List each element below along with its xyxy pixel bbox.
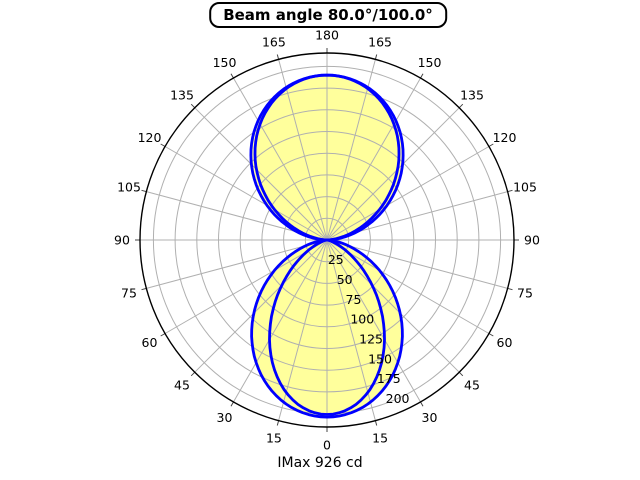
grid-ray-315: [194, 239, 328, 373]
angle-label-45-right: 45: [464, 377, 480, 392]
angle-tick-165: [374, 54, 378, 60]
angle-tick-210: [230, 73, 234, 79]
angle-tick-15: [374, 420, 378, 426]
angle-tick-300: [160, 333, 166, 337]
angle-label-75-left: 75: [121, 285, 137, 300]
angle-tick-285: [141, 287, 147, 291]
angle-label-45-left: 45: [174, 377, 190, 392]
angle-tick-45: [458, 371, 464, 377]
angle-label-105-right: 105: [513, 179, 537, 194]
radial-label-200: 200: [386, 391, 410, 406]
grid-ray-210: [233, 77, 328, 241]
angle-tick-105: [507, 189, 513, 193]
grid-ray-330: [233, 239, 328, 403]
angle-tick-150: [420, 73, 424, 79]
angle-label-120-left: 120: [138, 130, 162, 145]
angle-label-165-right: 165: [368, 34, 392, 49]
grid-ray-300: [164, 239, 328, 334]
angle-tick-60: [488, 333, 494, 337]
angle-label-15-left: 15: [266, 430, 282, 445]
angle-tick-195: [276, 54, 280, 60]
beam-100-up-stroke: [249, 73, 405, 242]
radial-label-125: 125: [359, 331, 383, 346]
angle-label-135-left: 135: [170, 87, 194, 102]
angle-tick-75: [507, 287, 513, 291]
grid-ray-120: [326, 146, 490, 241]
radial-label-100: 100: [350, 312, 374, 327]
angle-label-0: 0: [323, 437, 331, 452]
grid-ray-285: [146, 239, 328, 289]
grid-ray-240: [164, 146, 328, 241]
radial-label-25: 25: [328, 252, 344, 267]
angle-label-105-left: 105: [117, 179, 141, 194]
angle-label-60-right: 60: [497, 335, 513, 350]
angle-tick-135: [458, 103, 464, 109]
angle-label-90-left: 90: [114, 232, 130, 247]
angle-label-120-right: 120: [493, 130, 517, 145]
radial-label-50: 50: [337, 272, 353, 287]
polar-frame: [139, 52, 515, 428]
angle-tick-120: [488, 143, 494, 147]
radial-label-175: 175: [377, 371, 401, 386]
curve-strokes: [249, 73, 405, 419]
angle-label-90-right: 90: [524, 232, 540, 247]
angle-label-30-right: 30: [422, 410, 438, 425]
grid-ray-345: [278, 239, 328, 421]
grid-ray-135: [326, 107, 460, 241]
beam-100-down-stroke: [250, 238, 404, 419]
angle-label-15-right: 15: [372, 430, 388, 445]
chart-title: Beam angle 80.0°/100.0°: [223, 6, 433, 24]
angle-label-60-left: 60: [142, 335, 158, 350]
grid-ray-150: [326, 77, 421, 241]
radial-label-75: 75: [346, 292, 362, 307]
radial-label-150: 150: [368, 351, 392, 366]
chart-title-box: Beam angle 80.0°/100.0°: [209, 2, 447, 28]
angle-tick-255: [141, 189, 147, 193]
angle-tick-240: [160, 143, 166, 147]
angle-tick-345: [276, 420, 280, 426]
angle-label-165-left: 165: [262, 34, 286, 49]
grid-ray-75: [326, 239, 508, 289]
grid-ray-225: [194, 107, 328, 241]
angle-label-180: 180: [315, 27, 339, 42]
angle-label-75-right: 75: [517, 285, 533, 300]
radial-labels: 25 50 75 100 125 150 175 200: [328, 252, 410, 406]
angle-label-150-right: 150: [418, 55, 442, 70]
angle-tick-315: [190, 371, 196, 377]
grid-ray-30: [326, 239, 421, 403]
imax-label: IMax 926 cd: [277, 455, 363, 471]
grid-ray-45: [326, 239, 460, 373]
beam-80-down-stroke: [268, 238, 386, 416]
grid-ray-15: [326, 239, 376, 421]
grid-ray-60: [326, 239, 490, 334]
angle-tick-225: [190, 103, 196, 109]
angle-label-150-left: 150: [213, 55, 237, 70]
angle-labels: 0 15 15 30 30 45 45 60 60 75 75 90 90 105 105 120 120 135…: [114, 27, 540, 452]
angle-label-135-right: 135: [460, 87, 484, 102]
angle-label-30-left: 30: [217, 410, 233, 425]
angle-tick-330: [230, 401, 234, 407]
angle-tick-30: [420, 401, 424, 407]
angle-ticks: [135, 48, 519, 432]
